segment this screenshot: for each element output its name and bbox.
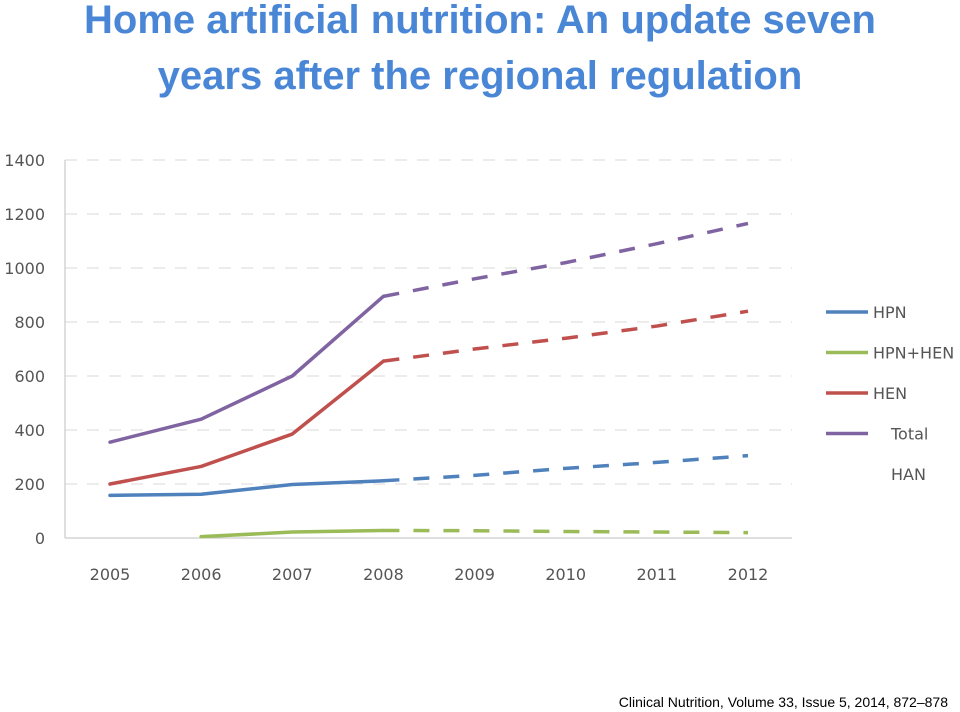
title-line-1: Home artificial nutrition: An update sev… bbox=[84, 0, 876, 42]
axes bbox=[64, 160, 792, 539]
series-line-total-dashed bbox=[383, 221, 749, 299]
series-line-hen-dashed bbox=[383, 309, 749, 363]
x-tick-2010: 2010 bbox=[545, 565, 586, 584]
x-tick-2007: 2007 bbox=[272, 565, 313, 584]
y-tick-1400: 1400 bbox=[4, 151, 45, 170]
legend: HPN HPN+HEN HEN Total HAN bbox=[826, 303, 954, 484]
y-tick-200: 200 bbox=[14, 475, 45, 494]
x-tick-2009: 2009 bbox=[454, 565, 495, 584]
series-line-hpn-dashed bbox=[383, 453, 749, 483]
y-tick-1000: 1000 bbox=[4, 259, 45, 278]
x-tick-2005: 2005 bbox=[90, 565, 131, 584]
x-tick-2008: 2008 bbox=[363, 565, 404, 584]
legend-label-han: HAN bbox=[891, 465, 926, 484]
title-line-2: years after the regional regulation bbox=[157, 54, 803, 98]
series-line-hen-solid bbox=[108, 359, 386, 486]
series-lines bbox=[108, 221, 749, 539]
y-axis-tick-labels: 0 200 400 600 800 1000 1200 1400 bbox=[4, 151, 45, 548]
citation: Clinical Nutrition, Volume 33, Issue 5, … bbox=[618, 694, 948, 710]
x-tick-2012: 2012 bbox=[728, 565, 769, 584]
y-tick-400: 400 bbox=[14, 421, 45, 440]
x-axis-tick-labels: 2005 2006 2007 2008 2009 2010 2011 2012 bbox=[90, 565, 769, 584]
y-tick-0: 0 bbox=[35, 529, 45, 548]
x-tick-2006: 2006 bbox=[181, 565, 222, 584]
page-title: Home artificial nutrition: An update sev… bbox=[0, 0, 960, 104]
legend-label-hpn-hen: HPN+HEN bbox=[873, 344, 954, 363]
grid-lines bbox=[65, 159, 792, 485]
legend-label-hpn: HPN bbox=[873, 303, 907, 322]
series-line-hpn-hen-solid bbox=[199, 528, 386, 539]
series-line-total-solid bbox=[108, 294, 386, 444]
series-line-hpn-solid bbox=[108, 479, 386, 498]
y-tick-600: 600 bbox=[14, 367, 45, 386]
y-tick-1200: 1200 bbox=[4, 205, 45, 224]
y-tick-800: 800 bbox=[14, 313, 45, 332]
x-tick-2011: 2011 bbox=[636, 565, 677, 584]
legend-label-hen: HEN bbox=[873, 384, 907, 403]
legend-label-total: Total bbox=[890, 425, 928, 444]
